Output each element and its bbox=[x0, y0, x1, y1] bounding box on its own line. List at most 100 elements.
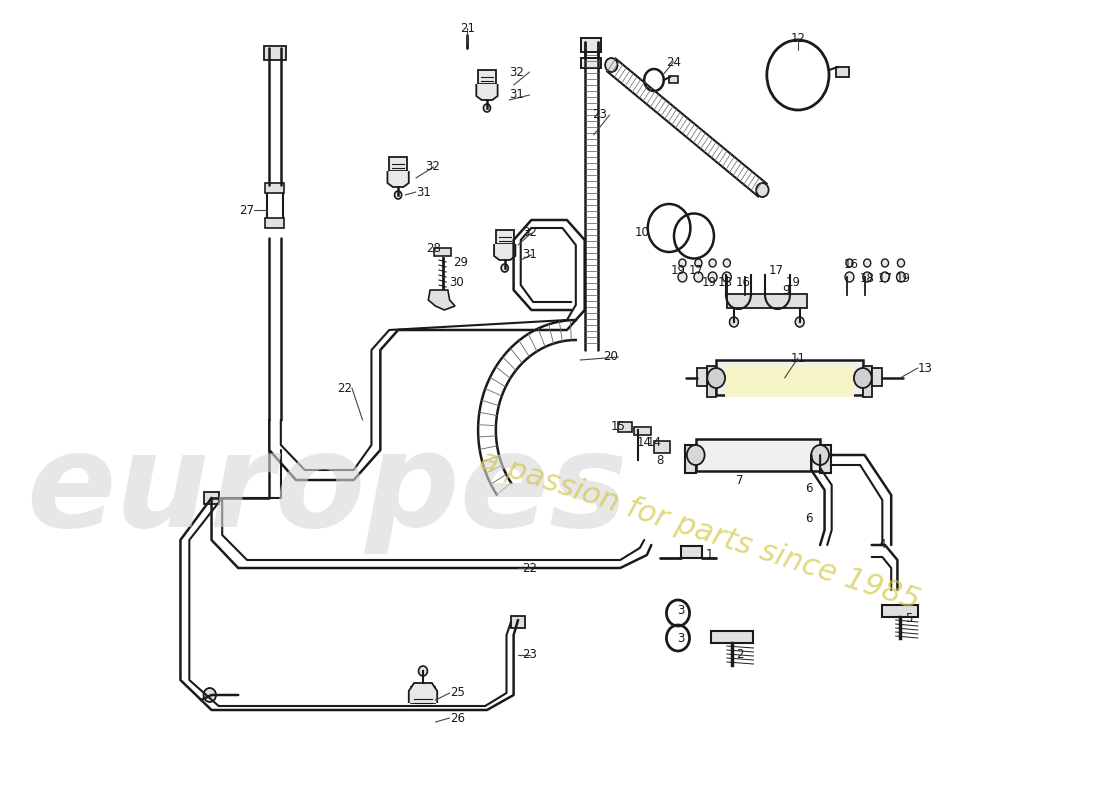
Text: 30: 30 bbox=[450, 275, 464, 289]
Circle shape bbox=[679, 259, 686, 267]
Circle shape bbox=[896, 272, 905, 282]
Text: 4: 4 bbox=[879, 538, 887, 551]
Text: 19: 19 bbox=[895, 271, 911, 285]
Text: 14: 14 bbox=[647, 437, 662, 450]
Circle shape bbox=[695, 259, 702, 267]
Text: 9: 9 bbox=[782, 283, 790, 297]
Circle shape bbox=[605, 58, 617, 72]
Text: 10: 10 bbox=[635, 226, 649, 239]
Bar bbox=[510, 616, 525, 628]
Bar bbox=[882, 605, 917, 617]
Polygon shape bbox=[428, 290, 455, 310]
Bar bbox=[264, 46, 286, 60]
Text: 25: 25 bbox=[450, 686, 464, 699]
Bar bbox=[696, 368, 707, 386]
Text: 11: 11 bbox=[791, 351, 805, 365]
Text: 19: 19 bbox=[671, 263, 685, 277]
Bar bbox=[581, 58, 601, 68]
Text: 23: 23 bbox=[522, 649, 537, 662]
Text: 8: 8 bbox=[657, 454, 664, 466]
Bar bbox=[581, 38, 601, 52]
Text: 26: 26 bbox=[450, 711, 464, 725]
Text: 31: 31 bbox=[416, 186, 431, 198]
Text: 13: 13 bbox=[917, 362, 933, 374]
Text: 27: 27 bbox=[239, 203, 254, 217]
Text: 31: 31 bbox=[522, 249, 538, 262]
Circle shape bbox=[854, 368, 871, 388]
Text: 14: 14 bbox=[636, 437, 651, 450]
Text: 2: 2 bbox=[736, 649, 744, 662]
Bar bbox=[695, 439, 821, 471]
Polygon shape bbox=[494, 244, 516, 260]
Text: 3: 3 bbox=[676, 603, 684, 617]
Text: 3: 3 bbox=[676, 631, 684, 645]
Text: 19: 19 bbox=[702, 277, 716, 290]
Circle shape bbox=[707, 368, 725, 388]
Bar bbox=[862, 366, 871, 397]
Text: 17: 17 bbox=[689, 263, 703, 277]
Text: 12: 12 bbox=[791, 31, 805, 45]
Bar bbox=[711, 631, 754, 643]
Circle shape bbox=[708, 272, 717, 282]
Bar bbox=[433, 248, 451, 256]
Bar bbox=[707, 366, 716, 397]
Bar bbox=[265, 183, 285, 193]
Circle shape bbox=[811, 445, 829, 465]
Bar bbox=[618, 422, 631, 432]
Bar bbox=[478, 70, 496, 84]
Circle shape bbox=[418, 666, 428, 676]
Bar bbox=[821, 445, 830, 473]
Bar bbox=[654, 441, 670, 453]
Text: 18: 18 bbox=[860, 271, 875, 285]
Polygon shape bbox=[476, 84, 497, 100]
Bar bbox=[634, 427, 651, 435]
Circle shape bbox=[846, 259, 852, 267]
Text: 24: 24 bbox=[666, 55, 681, 69]
Text: 17: 17 bbox=[768, 263, 783, 277]
Text: 6: 6 bbox=[805, 511, 813, 525]
Circle shape bbox=[729, 317, 738, 327]
Text: 16: 16 bbox=[844, 258, 859, 271]
Text: 6: 6 bbox=[805, 482, 813, 494]
Circle shape bbox=[204, 688, 216, 702]
Bar bbox=[727, 294, 806, 308]
Bar bbox=[871, 368, 882, 386]
Bar bbox=[496, 230, 514, 244]
Text: 15: 15 bbox=[610, 421, 626, 434]
Text: europes: europes bbox=[26, 426, 628, 554]
Text: 1: 1 bbox=[705, 549, 713, 562]
Circle shape bbox=[686, 445, 705, 465]
Circle shape bbox=[795, 317, 804, 327]
Bar bbox=[725, 366, 854, 397]
Text: 32: 32 bbox=[522, 226, 538, 239]
Text: 16: 16 bbox=[735, 277, 750, 290]
Circle shape bbox=[864, 259, 871, 267]
Text: 23: 23 bbox=[592, 109, 607, 122]
Bar bbox=[410, 687, 436, 703]
Text: 7: 7 bbox=[736, 474, 744, 486]
Circle shape bbox=[723, 272, 732, 282]
Circle shape bbox=[502, 264, 508, 272]
Bar bbox=[685, 445, 695, 473]
Bar bbox=[669, 76, 678, 83]
Circle shape bbox=[756, 183, 769, 197]
Polygon shape bbox=[387, 171, 409, 187]
Text: 21: 21 bbox=[460, 22, 475, 34]
Circle shape bbox=[898, 259, 904, 267]
Bar bbox=[389, 157, 407, 171]
Text: 19: 19 bbox=[786, 277, 801, 290]
Circle shape bbox=[862, 272, 871, 282]
Bar bbox=[681, 546, 702, 558]
Polygon shape bbox=[409, 683, 437, 703]
Text: 22: 22 bbox=[337, 382, 352, 394]
Text: 29: 29 bbox=[453, 257, 469, 270]
Text: 20: 20 bbox=[604, 350, 618, 363]
Bar bbox=[836, 67, 848, 77]
Text: 31: 31 bbox=[509, 89, 524, 102]
Circle shape bbox=[724, 259, 730, 267]
Bar bbox=[716, 360, 862, 395]
Text: 5: 5 bbox=[905, 611, 913, 625]
Text: 22: 22 bbox=[522, 562, 537, 574]
Circle shape bbox=[880, 272, 890, 282]
Bar bbox=[265, 218, 285, 228]
